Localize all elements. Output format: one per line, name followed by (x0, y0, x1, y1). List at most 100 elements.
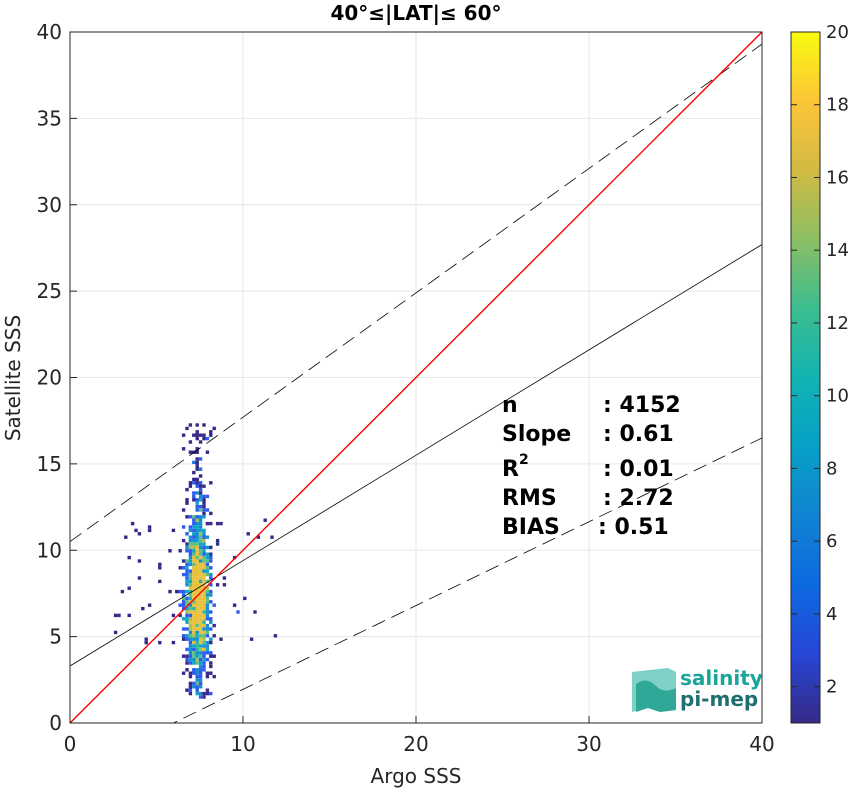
density-cell (195, 545, 199, 550)
density-cell (198, 528, 203, 533)
density-cell (188, 623, 193, 628)
density-cell (192, 685, 196, 689)
density-cell (205, 651, 210, 655)
density-cell (185, 661, 189, 665)
density-cell (195, 525, 199, 529)
density-cell (198, 559, 203, 563)
density-cell (171, 640, 176, 645)
density-cell (202, 549, 206, 553)
density-cell (195, 481, 199, 485)
density-cell (202, 501, 206, 505)
density-cell (212, 634, 216, 638)
density-cell (202, 511, 206, 516)
density-cell (185, 600, 189, 604)
density-cell (202, 593, 206, 597)
density-cell (202, 436, 206, 441)
density-cell (198, 661, 203, 665)
density-cell (188, 559, 193, 563)
density-cell (195, 623, 199, 628)
density-cell (188, 657, 193, 662)
density-cell (192, 518, 196, 522)
density-cell (188, 538, 193, 543)
density-cell (202, 637, 206, 641)
density-cell (127, 613, 131, 618)
density-cell (198, 620, 203, 624)
density-cell (192, 644, 196, 648)
density-cell (198, 538, 203, 543)
density-cell (205, 566, 210, 570)
density-cell (192, 671, 196, 675)
regression-line (70, 244, 762, 667)
density-cell (209, 481, 213, 485)
density-cell (202, 691, 206, 696)
density-cell (209, 627, 213, 631)
density-cell (222, 576, 227, 580)
density-cell (205, 688, 210, 692)
one-to-one-line (70, 32, 762, 723)
density-cell (195, 436, 199, 441)
density-cell (188, 525, 193, 529)
density-cell (202, 545, 206, 550)
colorbar-tick-label: 8 (826, 458, 837, 479)
density-cell (195, 535, 199, 539)
density-cell (205, 644, 210, 648)
density-cell (192, 651, 196, 655)
x-tick-label: 10 (230, 732, 255, 756)
density-cell (195, 491, 199, 495)
density-cell (192, 681, 196, 686)
density-cell (195, 477, 199, 482)
density-cell (188, 542, 193, 546)
density-cell (202, 603, 206, 607)
density-cell (209, 610, 213, 614)
stat-rms-value: : 2.72 (603, 486, 674, 511)
density-cell (215, 521, 220, 526)
density-cell (192, 521, 196, 526)
density-cell (195, 620, 199, 624)
density-cell (209, 555, 213, 560)
density-cell (246, 532, 250, 536)
density-cell (263, 518, 267, 522)
density-cell (195, 681, 199, 686)
density-cell (198, 668, 203, 672)
density-cell (195, 603, 199, 607)
density-cell (209, 433, 213, 437)
density-cell (205, 569, 210, 573)
density-cell (198, 613, 203, 618)
density-cell (209, 654, 213, 658)
density-cell (192, 589, 196, 594)
density-cell (188, 637, 193, 641)
x-tick-label: 0 (64, 732, 77, 756)
density-cell (192, 630, 196, 635)
density-cell (202, 640, 206, 645)
density-cell (188, 606, 193, 611)
density-cell (178, 613, 182, 618)
density-cell (195, 484, 199, 488)
density-cell (127, 586, 131, 590)
density-cell (205, 593, 210, 597)
density-cell (198, 583, 203, 587)
density-cell (195, 423, 199, 427)
x-tick-label: 40 (749, 732, 774, 756)
density-cell (195, 647, 199, 652)
density-cell (192, 569, 196, 573)
density-cell (202, 498, 206, 502)
stat-n-label: n (502, 393, 518, 418)
density-cell (198, 484, 203, 488)
density-cell (192, 562, 196, 567)
density-cell (195, 566, 199, 570)
density-cell (188, 440, 193, 444)
density-cell (195, 515, 199, 519)
density-cell (192, 637, 196, 641)
x-tick-label: 20 (403, 732, 428, 756)
density-cell (185, 501, 189, 505)
density-cell (192, 538, 196, 543)
y-tick-label: 5 (49, 625, 62, 649)
density-cell (188, 603, 193, 607)
density-cell (192, 542, 196, 546)
y-tick-label: 15 (37, 452, 62, 476)
density-cell (205, 494, 210, 499)
density-cell (202, 606, 206, 611)
density-cell (205, 674, 210, 679)
density-cell (202, 600, 206, 604)
density-cell (212, 603, 216, 607)
